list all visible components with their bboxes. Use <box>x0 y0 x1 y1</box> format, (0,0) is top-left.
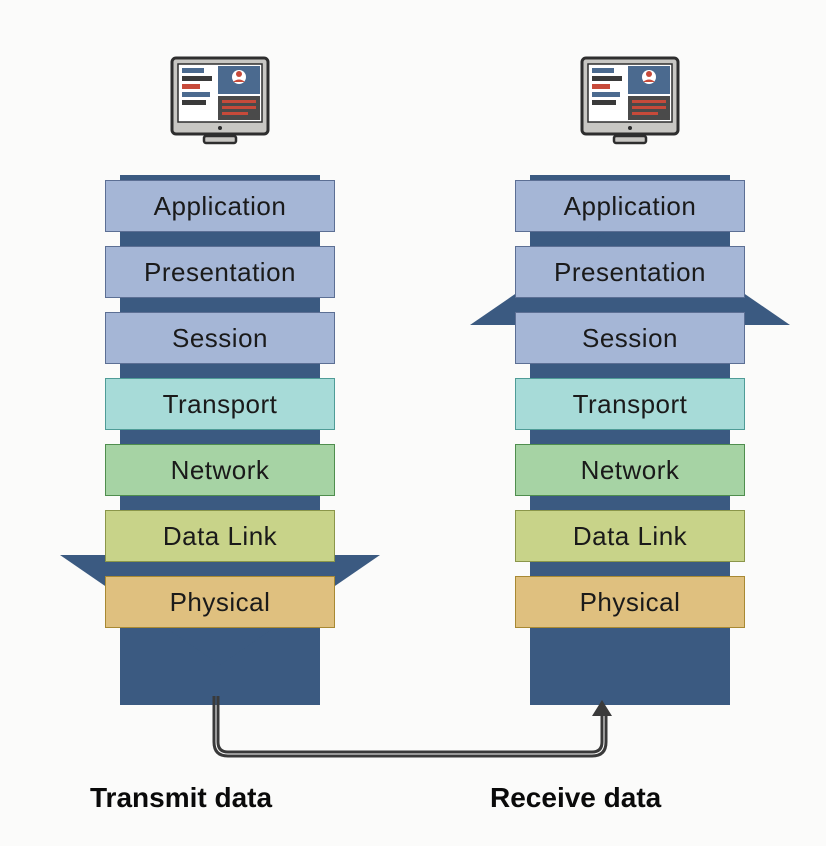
layer-physical: Physical <box>105 576 335 628</box>
computer-icon-transmit <box>166 48 274 156</box>
layer-presentation: Presentation <box>515 246 745 298</box>
layer-presentation: Presentation <box>105 246 335 298</box>
layers-transmit: Application Presentation Session Transpo… <box>70 180 370 628</box>
layer-network: Network <box>515 444 745 496</box>
layer-session: Session <box>515 312 745 364</box>
layer-application: Application <box>515 180 745 232</box>
layer-session: Session <box>105 312 335 364</box>
layer-datalink: Data Link <box>105 510 335 562</box>
layers-receive: Application Presentation Session Transpo… <box>480 180 780 628</box>
physical-connector-icon <box>190 696 630 772</box>
layer-physical: Physical <box>515 576 745 628</box>
layer-network: Network <box>105 444 335 496</box>
layer-datalink: Data Link <box>515 510 745 562</box>
layer-application: Application <box>105 180 335 232</box>
computer-icon-receive <box>576 48 684 156</box>
caption-receive: Receive data <box>490 782 661 814</box>
layer-transport: Transport <box>105 378 335 430</box>
transmit-column: Application Presentation Session Transpo… <box>70 60 370 642</box>
receive-column: Application Presentation Session Transpo… <box>480 60 780 642</box>
layer-transport: Transport <box>515 378 745 430</box>
caption-transmit: Transmit data <box>90 782 272 814</box>
